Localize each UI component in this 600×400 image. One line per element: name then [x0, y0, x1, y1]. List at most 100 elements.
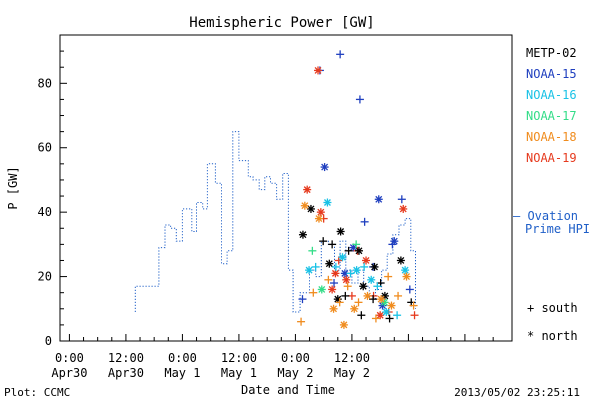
point-noaa-16-north — [367, 275, 376, 284]
point-noaa-16-south — [360, 262, 369, 271]
point-metp-02-south — [385, 314, 394, 323]
point-noaa-16-north — [338, 253, 347, 262]
point-noaa-16-south — [393, 311, 402, 320]
point-noaa-19-north — [328, 285, 337, 294]
point-noaa-17-south — [352, 240, 361, 249]
point-noaa-17-north — [317, 285, 326, 294]
point-noaa-18-north — [350, 304, 359, 313]
point-noaa-15-south — [397, 195, 406, 204]
y-tick-label: 0 — [45, 334, 52, 348]
point-metp-02-north — [306, 204, 315, 213]
point-noaa-16-north — [305, 266, 314, 275]
point-noaa-17-south — [308, 246, 317, 255]
point-noaa-19-south — [410, 311, 419, 320]
point-noaa-18-south — [335, 298, 344, 307]
point-noaa-15-south — [298, 295, 307, 304]
point-noaa-19-north — [376, 311, 385, 320]
point-noaa-18-south — [343, 282, 352, 291]
legend-item-noaa-18: NOAA-18 — [526, 130, 577, 144]
point-noaa-18-south — [354, 298, 363, 307]
point-noaa-18-south — [309, 288, 318, 297]
point-noaa-19-north — [314, 66, 323, 75]
point-metp-02-south — [341, 291, 350, 300]
ovation-label-line1: — Ovation — [513, 209, 578, 223]
y-axis: 0 20 40 60 80 — [38, 50, 67, 348]
point-noaa-18-south — [394, 291, 403, 300]
ovation-hpi-line — [134, 131, 416, 313]
x-tick-date-label: Apr30 — [51, 366, 87, 380]
point-metp-02-north — [396, 256, 405, 265]
point-noaa-19-north — [316, 208, 325, 217]
y-tick-label: 40 — [38, 205, 52, 219]
point-noaa-18-north — [363, 291, 372, 300]
point-noaa-16-south — [311, 262, 320, 271]
point-noaa-16-south — [331, 262, 340, 271]
point-noaa-18-north — [300, 201, 309, 210]
point-noaa-18-north — [329, 304, 338, 313]
x-tick-date-label: May 2 — [334, 366, 370, 380]
ovation-series — [134, 131, 416, 313]
point-noaa-19-north — [342, 275, 351, 284]
x-axis-label: Date and Time — [241, 383, 335, 397]
point-metp-02-north — [325, 259, 334, 268]
point-metp-02-north — [336, 227, 345, 236]
satellite-points — [297, 50, 419, 329]
point-noaa-19-north — [362, 256, 371, 265]
point-noaa-18-south — [297, 317, 306, 326]
point-noaa-18-south — [371, 314, 380, 323]
point-metp-02-south — [357, 311, 366, 320]
point-noaa-15-south — [336, 50, 345, 59]
legend-item-noaa-15: NOAA-15 — [526, 67, 577, 81]
point-noaa-15-south — [330, 279, 339, 288]
point-noaa-15-south — [360, 217, 369, 226]
point-metp-02-north — [370, 262, 379, 271]
point-noaa-18-south — [324, 275, 333, 284]
plot-frame — [59, 34, 513, 342]
point-noaa-18-north — [339, 320, 348, 329]
legend-item-noaa-16: NOAA-16 — [526, 88, 577, 102]
point-noaa-15-south — [388, 240, 397, 249]
point-metp-02-south — [319, 237, 328, 246]
marker-legend-north: * north — [527, 329, 578, 343]
x-tick-label: 0:00 — [55, 351, 84, 365]
legend-item-noaa-19: NOAA-19 — [526, 151, 577, 165]
point-noaa-16-north — [382, 308, 391, 317]
x-tick-label: 12:00 — [334, 351, 370, 365]
y-tick-label: 20 — [38, 270, 52, 284]
x-tick-label: 12:00 — [108, 351, 144, 365]
x-tick-date-label: May 2 — [277, 366, 313, 380]
point-noaa-16-north — [323, 198, 332, 207]
point-noaa-16-south — [373, 282, 382, 291]
point-noaa-16-south — [346, 269, 355, 278]
legend-item-metp-02: METP-02 — [526, 46, 577, 60]
point-noaa-18-north — [377, 295, 386, 304]
point-noaa-15-north — [320, 163, 329, 172]
point-noaa-18-north — [387, 301, 396, 310]
x-tick-label: 0:00 — [168, 351, 197, 365]
point-noaa-18-south — [384, 272, 393, 281]
point-metp-02-north — [298, 230, 307, 239]
point-metp-02-south — [344, 246, 353, 255]
chart-title: Hemispheric Power [GW] — [189, 15, 374, 31]
y-tick-label: 60 — [38, 141, 52, 155]
x-tick-label: 12:00 — [221, 351, 257, 365]
point-noaa-16-north — [401, 266, 410, 275]
point-noaa-18-south — [409, 301, 418, 310]
x-tick-label: 0:00 — [281, 351, 310, 365]
point-noaa-18-north — [314, 214, 323, 223]
footer-plot-credit: Plot: CCMC — [4, 386, 70, 399]
x-tick-date-label: May 1 — [221, 366, 257, 380]
marker-legend-south: + south — [527, 301, 578, 315]
point-metp-02-south — [328, 240, 337, 249]
point-noaa-15-south — [405, 285, 414, 294]
point-noaa-15-north — [374, 195, 383, 204]
legend-item-noaa-17: NOAA-17 — [526, 109, 577, 123]
point-noaa-15-north — [378, 301, 387, 310]
point-metp-02-north — [359, 282, 368, 291]
point-noaa-16-north — [352, 266, 361, 275]
y-axis-label: P [GW] — [6, 166, 20, 209]
point-noaa-18-north — [402, 272, 411, 281]
point-metp-02-north — [354, 246, 363, 255]
